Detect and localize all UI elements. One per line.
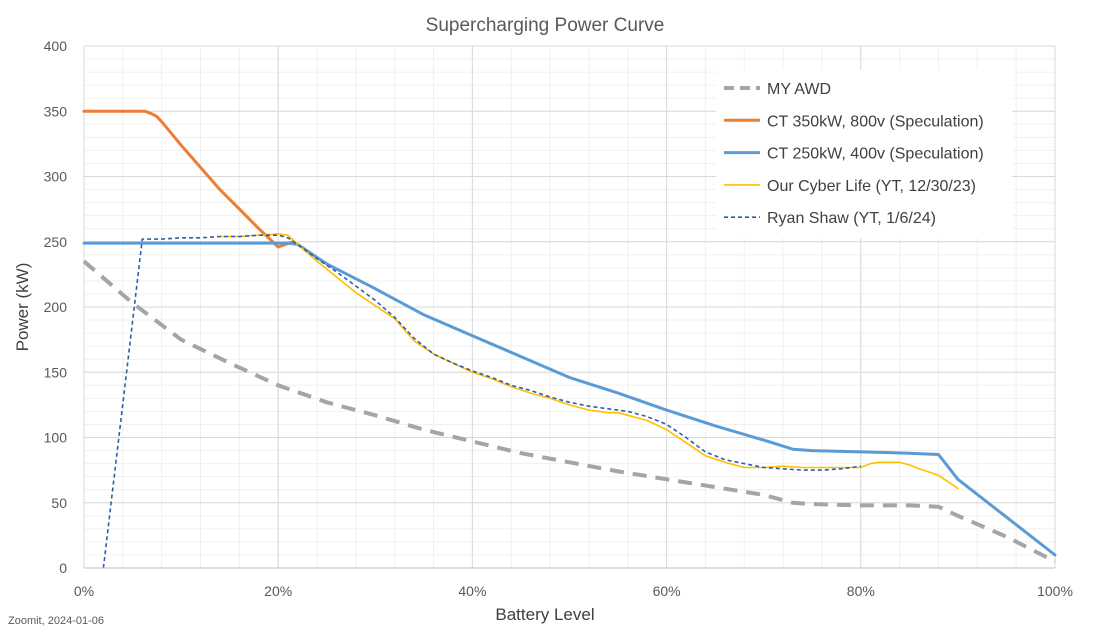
y-tick-label: 250 [44,234,68,250]
y-tick-label: 400 [44,38,68,54]
series-layer [82,109,1057,569]
series-line-ct-350kw [82,109,295,249]
x-axis-label: Battery Level [495,605,594,624]
legend-label-ct-350kw: CT 350kW, 800v (Speculation) [767,113,984,130]
legend-box [716,70,1012,238]
legend-label-ryan-shaw: Ryan Shaw (YT, 1/6/24) [767,210,936,227]
x-tick-label: 80% [847,583,875,599]
y-axis-ticks: 0 50 100 150 200 250 300 350 400 [44,38,68,576]
y-tick-label: 350 [44,103,68,119]
x-tick-label: 60% [653,583,681,599]
x-tick-label: 20% [264,583,292,599]
x-tick-label: 0% [74,583,94,599]
y-tick-label: 100 [44,430,68,446]
legend-label-my-awd: MY AWD [767,81,831,98]
y-tick-label: 50 [51,495,67,511]
y-axis-label: Power (kW) [13,263,32,352]
y-tick-label: 200 [44,299,68,315]
legend-label-our-cyber-life: Our Cyber Life (YT, 12/30/23) [767,178,976,195]
series-line-ct-250kw [82,241,1057,557]
series-line-our-cyber-life [219,233,959,490]
x-axis-ticks: 0% 20% 40% 60% 80% 100% [74,583,1073,599]
legend-label-ct-250kw: CT 250kW, 400v (Speculation) [767,146,984,163]
y-tick-label: 300 [44,169,68,185]
series-line-my-awd [82,259,1056,564]
y-tick-label: 0 [59,560,67,576]
x-tick-label: 100% [1037,583,1073,599]
legend: MY AWD CT 350kW, 800v (Speculation) CT 250… [716,70,1012,238]
series-line-ryan-shaw [102,234,861,569]
x-tick-label: 40% [458,583,486,599]
chart-title: Supercharging Power Curve [426,15,665,36]
caption: Zoomit, 2024-01-06 [8,615,104,627]
y-tick-label: 150 [44,364,68,380]
